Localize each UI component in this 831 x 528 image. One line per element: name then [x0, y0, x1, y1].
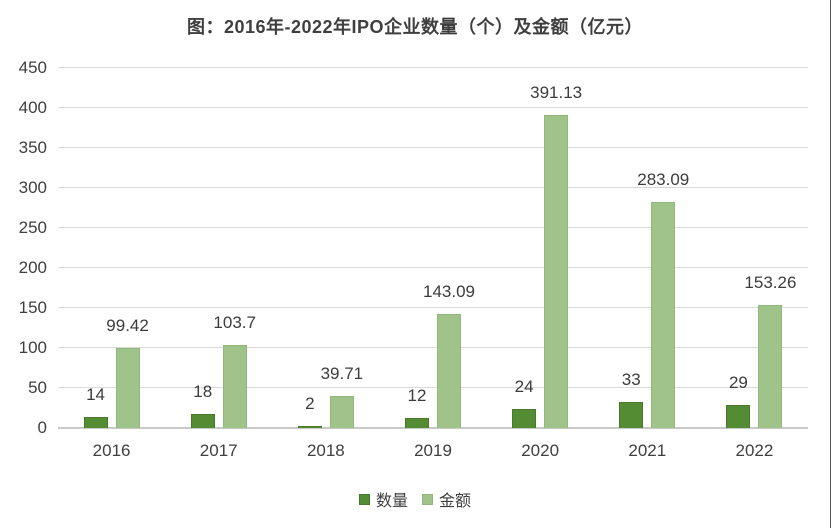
data-label: 12: [407, 386, 427, 406]
gridline-300: [58, 187, 808, 188]
gridline-350: [58, 147, 808, 148]
bar-group-2022: 29 153.26: [701, 68, 808, 428]
legend-label: 金额: [439, 493, 472, 510]
plot-area: 0 50 100 150 200 250 300 350 400 450 14 99.42 18 103.…: [19, 58, 808, 437]
data-label: 18: [193, 381, 213, 401]
gridline-450: [58, 67, 808, 68]
amount-bar-2019: 143.09: [423, 282, 475, 428]
bar-group-2017: 18 103.7: [165, 68, 272, 428]
amount-bar-2017: 103.7: [213, 313, 256, 428]
bar-group-2018: 2 39.71: [272, 68, 379, 428]
y-axis-tick-label: 450: [18, 58, 47, 77]
data-label: 143.09: [422, 281, 475, 301]
x-axis-label-2022: 2022: [735, 441, 774, 460]
y-axis-tick-label: 300: [18, 178, 47, 197]
gridline-200: [58, 267, 808, 268]
count-bar-2018: 2: [297, 394, 322, 428]
chart-title: 图：2016年-2022年IPO企业数量（个）及金额（亿元）: [186, 17, 644, 37]
bar-group-2020: 24 391.13: [487, 68, 594, 428]
count-bar-2020: 24: [512, 377, 537, 428]
count-bar-2022: 29: [726, 373, 751, 428]
amount-bar-2020: 391.13: [530, 83, 582, 428]
data-label: 14: [86, 384, 106, 404]
legend-item-amount: 金额: [422, 487, 471, 511]
gridline-100: [58, 347, 808, 348]
bar-groups: 14 99.42 18 103.7 2 39.71 12 143.09 24 391.13 33 28…: [58, 68, 808, 428]
bar-group-2016: 14 99.42: [58, 68, 165, 428]
y-axis-tick-label: 400: [18, 98, 47, 117]
x-axis-label-2020: 2020: [521, 441, 560, 460]
gridline-250: [58, 227, 808, 228]
data-label: 33: [621, 369, 641, 389]
count-bar-2019: 12: [404, 386, 429, 428]
x-axis-label-2018: 2018: [306, 441, 345, 460]
y-axis-tick-label: 100: [18, 338, 47, 357]
gridline-0: [58, 427, 808, 429]
amount-bar-2016: 99.42: [106, 316, 149, 428]
bar-group-2021: 33 283.09: [594, 68, 701, 428]
count-bar-2016: 14: [83, 385, 108, 428]
count-bar-2021: 33: [619, 370, 644, 428]
data-label: 103.7: [213, 313, 256, 333]
gridline-50: [58, 387, 808, 388]
amount-bar-2021: 283.09: [637, 170, 689, 428]
y-axis-tick-label: 200: [18, 258, 47, 277]
x-axis-label-2021: 2021: [628, 441, 667, 460]
x-axis-label-2016: 2016: [92, 441, 131, 460]
data-label: 24: [514, 376, 534, 396]
legend-label: 数量: [375, 493, 408, 510]
x-axis: 2016 2017 2018 2019 2020 2021 2022: [58, 441, 808, 461]
legend-item-count: 数量: [358, 487, 408, 511]
amount-bar-2018: 39.71: [321, 364, 363, 428]
bar-group-2019: 12 143.09: [379, 68, 486, 428]
y-axis-tick-label: 0: [37, 418, 47, 437]
data-label: 391.13: [530, 83, 583, 103]
legend-swatch: [358, 493, 370, 505]
data-label: 39.71: [320, 364, 364, 384]
data-label: 2: [305, 394, 315, 414]
amount-bar-2022: 153.26: [744, 273, 796, 428]
gridline-400: [58, 107, 808, 108]
y-axis-tick-label: 50: [28, 378, 47, 397]
legend: 数量 金额: [0, 487, 830, 511]
data-label: 283.09: [637, 169, 690, 189]
x-axis-label-2017: 2017: [199, 441, 238, 460]
legend-swatch: [422, 493, 433, 505]
x-axis-label-2019: 2019: [414, 441, 452, 460]
data-label: 153.26: [744, 273, 797, 293]
y-axis-tick-label: 350: [18, 138, 47, 157]
y-axis-tick-label: 150: [18, 298, 47, 317]
data-label: 99.42: [106, 316, 149, 336]
y-axis-tick-label: 250: [18, 218, 47, 237]
data-label: 29: [728, 372, 748, 392]
count-bar-2017: 18: [190, 382, 215, 428]
gridline-150: [58, 307, 808, 308]
